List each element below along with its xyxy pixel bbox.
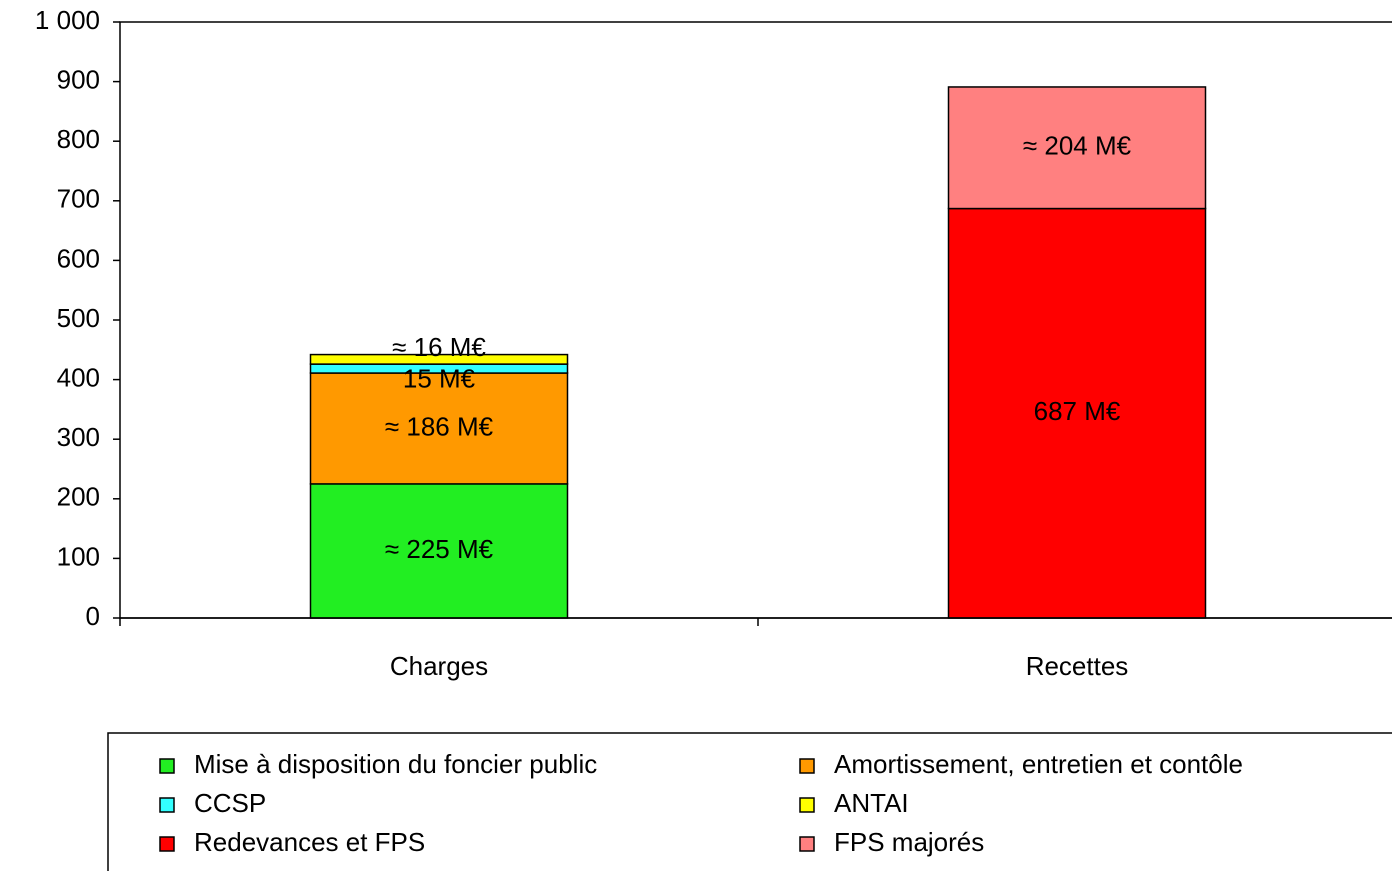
y-tick-label: 600 — [57, 243, 100, 273]
y-tick-label: 800 — [57, 124, 100, 154]
data-label: ≈ 204 M€ — [1023, 131, 1132, 161]
legend-label: ANTAI — [834, 788, 909, 818]
x-tick-label: Recettes — [1026, 651, 1129, 681]
legend-label: Mise à disposition du foncier public — [194, 749, 597, 779]
y-tick-label: 1 000 — [35, 5, 100, 35]
legend-label: Amortissement, entretien et contôle — [834, 749, 1243, 779]
y-tick-label: 200 — [57, 482, 100, 512]
y-tick-label: 100 — [57, 541, 100, 571]
legend-swatch — [799, 836, 815, 852]
y-tick-label: 500 — [57, 303, 100, 333]
data-label: 15 M€ — [403, 363, 476, 393]
legend-swatch — [799, 797, 815, 813]
legend-swatch — [159, 758, 175, 774]
y-tick-label: 400 — [57, 362, 100, 392]
legend-swatch — [159, 836, 175, 852]
legend-swatch — [159, 797, 175, 813]
legend-box — [107, 732, 1392, 871]
bar-segment — [947, 207, 1207, 619]
x-tick-label: Charges — [390, 651, 488, 681]
legend-label: FPS majorés — [834, 827, 984, 857]
y-tick-label: 300 — [57, 422, 100, 452]
data-label: ≈ 225 M€ — [385, 534, 494, 564]
legend-swatch — [799, 758, 815, 774]
data-label: ≈ 186 M€ — [385, 411, 494, 441]
data-label: ≈ 16 M€ — [392, 332, 486, 362]
legend-label: Redevances et FPS — [194, 827, 425, 857]
bar-segment — [309, 353, 569, 365]
y-tick-label: 0 — [86, 601, 100, 631]
legend-label: CCSP — [194, 788, 266, 818]
y-tick-label: 700 — [57, 184, 100, 214]
data-label: 687 M€ — [1034, 396, 1121, 426]
bar-segment — [947, 86, 1207, 210]
y-tick-label: 900 — [57, 64, 100, 94]
bar-segment — [309, 372, 569, 485]
